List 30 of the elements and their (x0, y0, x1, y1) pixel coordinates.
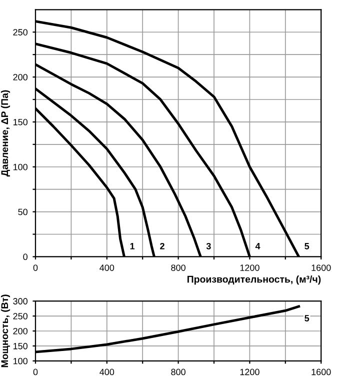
y-tick-label: 100 (13, 164, 28, 170)
series-label: 2 (160, 242, 164, 250)
series-label: 4 (255, 243, 260, 250)
y-tick-label: 150 (13, 118, 28, 126)
y-tick-label: 250 (13, 313, 28, 320)
y-tick-label: 50 (18, 208, 28, 216)
series-label: 5 (304, 243, 310, 250)
x-tick-label: 800 (171, 264, 186, 271)
x-axis-title: Производительность, (м³/ч) (187, 276, 321, 285)
series-label: 3 (206, 242, 211, 250)
series-label: 1 (130, 243, 135, 250)
y-axis-title: Мощность, (Вт) (0, 294, 10, 368)
x-tick-label: 800 (171, 368, 186, 376)
x-tick-label: 1600 (312, 368, 331, 376)
y-axis-title: Давление, ΔP (Па) (0, 90, 10, 176)
x-tick-label: 1200 (240, 368, 260, 376)
series-label: 5 (304, 315, 310, 322)
y-tick-label: 250 (13, 29, 28, 36)
x-tick-label: 0 (33, 368, 38, 376)
x-tick-label: 1600 (312, 264, 331, 271)
y-tick-label: 300 (13, 298, 28, 304)
x-tick-label: 1200 (240, 264, 260, 271)
x-tick-label: 400 (100, 264, 114, 271)
y-tick-label: 0 (23, 254, 28, 260)
x-tick-label: 400 (100, 368, 114, 376)
y-tick-label: 150 (13, 342, 28, 350)
y-tick-label: 200 (13, 74, 28, 80)
x-tick-label: 0 (33, 264, 38, 271)
y-tick-label: 100 (13, 358, 28, 364)
y-tick-label: 200 (13, 328, 28, 334)
